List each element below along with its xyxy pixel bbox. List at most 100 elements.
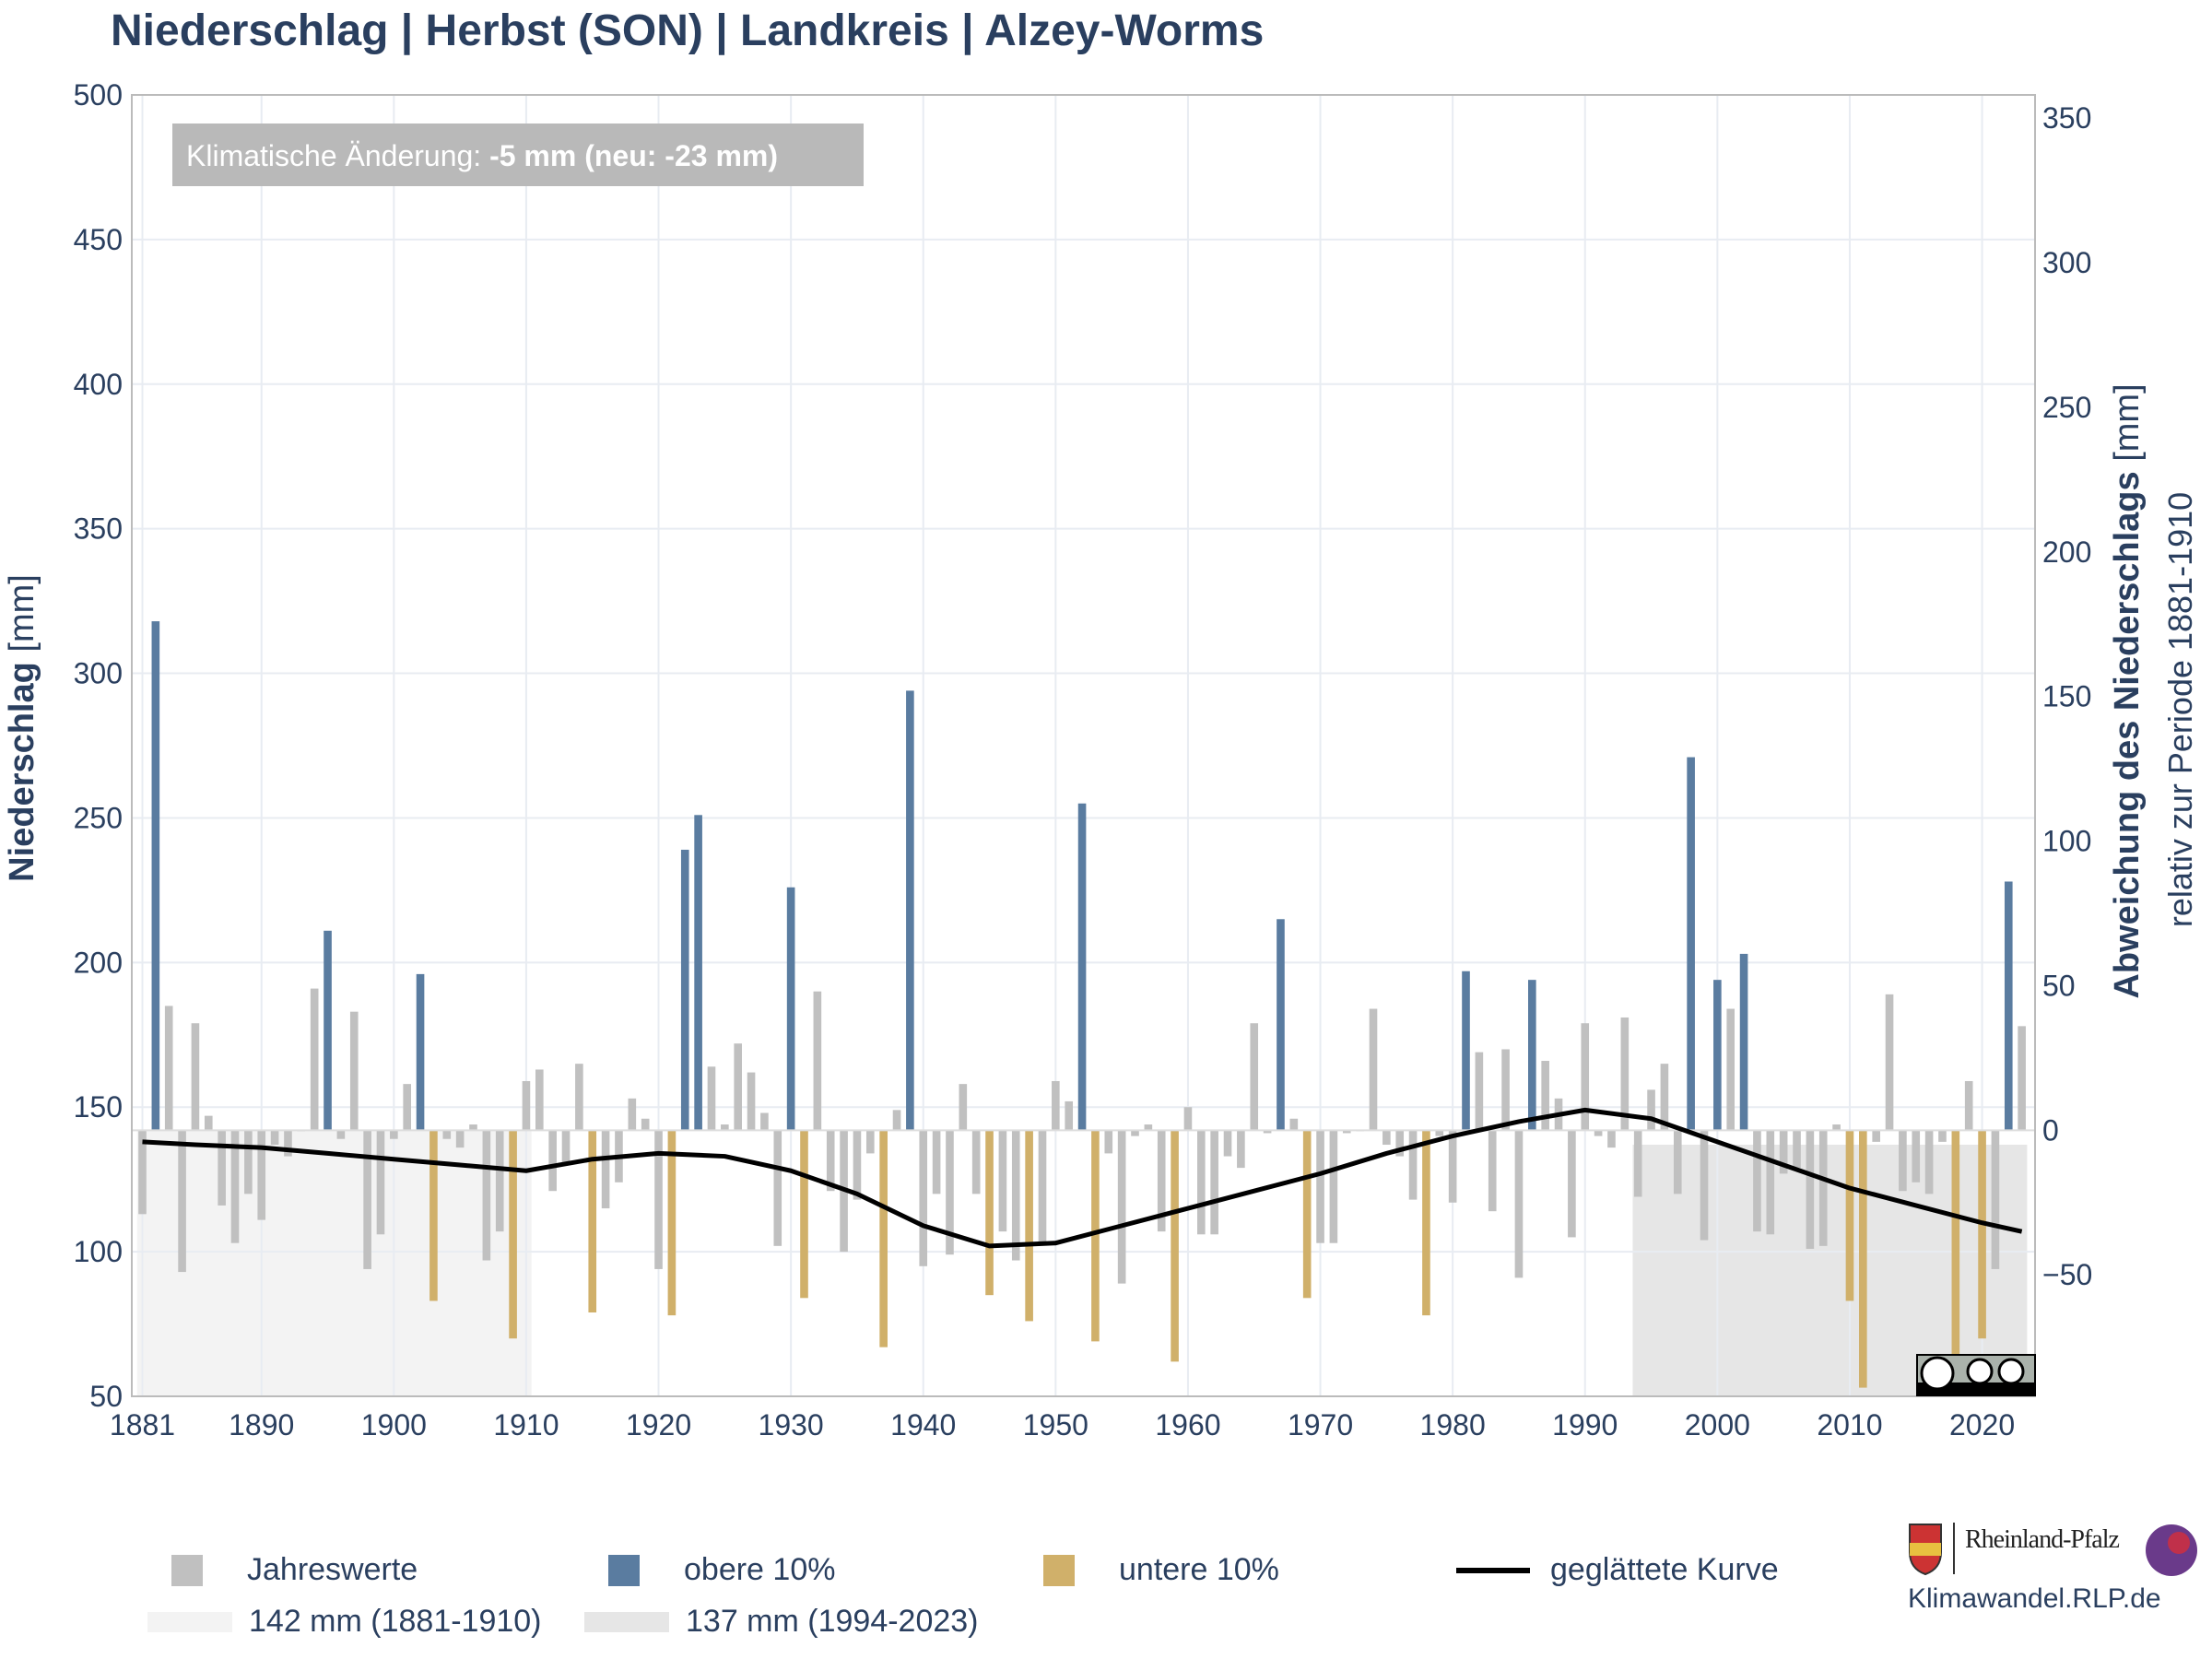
bar <box>164 1006 173 1131</box>
bar <box>1171 1130 1179 1362</box>
bar <box>1302 1130 1312 1299</box>
bar <box>1620 1017 1630 1131</box>
right-tick-label: 250 <box>2042 391 2091 424</box>
bar <box>1488 1130 1497 1212</box>
bar <box>932 1130 941 1194</box>
bar <box>1448 1130 1457 1203</box>
smoothed-curve-layer <box>142 1107 2023 1249</box>
reference-band <box>136 1130 532 1396</box>
left-tick-label: 400 <box>74 368 123 401</box>
smoothed-curve <box>142 1107 2023 1249</box>
bar <box>1277 919 1285 1131</box>
bar <box>495 1130 504 1232</box>
left-tick-label: 200 <box>74 946 123 979</box>
bar <box>1501 1049 1510 1131</box>
brand-site-link[interactable]: Klimawandel.RLP.de <box>1908 1583 2161 1614</box>
bar <box>1991 1130 2000 1269</box>
bar <box>1594 1130 1603 1136</box>
bar <box>1382 1130 1391 1146</box>
left-tick-label: 500 <box>74 78 123 112</box>
bar <box>522 1080 531 1131</box>
bar <box>1263 1130 1272 1134</box>
annotation-value: -5 mm (neu: -23 mm) <box>489 139 778 172</box>
bar <box>946 1130 954 1255</box>
right-tick-label: 350 <box>2042 101 2091 135</box>
bar <box>1131 1130 1139 1136</box>
bar <box>349 1011 359 1131</box>
cc-by-sa-badge <box>1916 1354 2036 1396</box>
bar <box>813 991 822 1131</box>
chart-title: Niederschlag | Herbst (SON) | Landkreis … <box>111 6 1265 55</box>
bar <box>786 887 795 1131</box>
bar <box>1342 1130 1351 1134</box>
bar <box>218 1130 226 1206</box>
left-tick-label: 300 <box>74 657 123 690</box>
right-tick-label: 200 <box>2042 535 2091 569</box>
bar <box>1250 1023 1259 1131</box>
bar <box>1912 1130 1921 1182</box>
left-axis-title: Niederschlag [mm] <box>3 574 41 882</box>
bar <box>1872 1130 1880 1142</box>
bar <box>1924 1130 1934 1194</box>
bar <box>1289 1118 1299 1131</box>
right-axis-title: Abweichung des Niederschlags [mm] <box>2108 383 2147 998</box>
bar <box>310 988 319 1131</box>
bar <box>1607 1130 1616 1148</box>
bar <box>1065 1100 1074 1131</box>
bar <box>826 1130 835 1192</box>
bar <box>1700 1130 1709 1241</box>
bars <box>138 621 2026 1388</box>
bar <box>376 1130 385 1235</box>
bar <box>1581 1023 1590 1131</box>
left-tick-label: 350 <box>74 512 123 546</box>
bar <box>892 1110 901 1131</box>
bar <box>1793 1130 1801 1169</box>
left-tick-label: 450 <box>74 223 123 256</box>
bar <box>1237 1130 1245 1169</box>
right-tick-label: 150 <box>2042 680 2091 713</box>
bar <box>1568 1130 1576 1238</box>
bar <box>1052 1080 1060 1131</box>
bar <box>1025 1130 1033 1322</box>
bar <box>654 1130 663 1269</box>
bar <box>1011 1130 1020 1261</box>
x-tick-label: 1930 <box>759 1408 824 1441</box>
bar <box>1514 1130 1524 1278</box>
bar <box>1541 1061 1549 1131</box>
bar <box>773 1130 782 1246</box>
bar <box>1077 803 1087 1131</box>
bar <box>1144 1124 1153 1131</box>
right-tick-label: 0 <box>2042 1113 2059 1147</box>
brand-name: Rheinland-Pfalz <box>1965 1525 2120 1554</box>
bar <box>1435 1130 1444 1136</box>
bar <box>1978 1130 1986 1339</box>
x-tick-label: 1950 <box>1023 1408 1088 1441</box>
x-tick-label: 1960 <box>1155 1408 1220 1441</box>
bar <box>561 1130 571 1162</box>
bar <box>2018 1026 2026 1131</box>
bar <box>1739 953 1748 1131</box>
bar <box>667 1130 677 1316</box>
bar <box>1104 1130 1113 1154</box>
x-tick-label: 2010 <box>1817 1408 1882 1441</box>
x-tick-label: 1881 <box>110 1408 175 1441</box>
bar <box>1210 1130 1218 1235</box>
left-tick-label: 100 <box>74 1235 123 1268</box>
bar <box>1528 980 1536 1131</box>
bar <box>1183 1107 1193 1131</box>
bar <box>1475 1052 1484 1131</box>
bar <box>1845 1130 1854 1301</box>
right-tick-label: −50 <box>2042 1258 2092 1291</box>
bar <box>1157 1130 1166 1232</box>
bar <box>230 1130 240 1243</box>
bar <box>469 1124 477 1131</box>
bar <box>1117 1130 1126 1284</box>
bar <box>1633 1130 1642 1197</box>
bar <box>747 1072 756 1131</box>
bar <box>324 930 332 1131</box>
x-tick-label: 1900 <box>361 1408 427 1441</box>
left-tick-label: 150 <box>74 1090 123 1124</box>
bar <box>151 621 160 1131</box>
bar <box>1316 1130 1324 1243</box>
